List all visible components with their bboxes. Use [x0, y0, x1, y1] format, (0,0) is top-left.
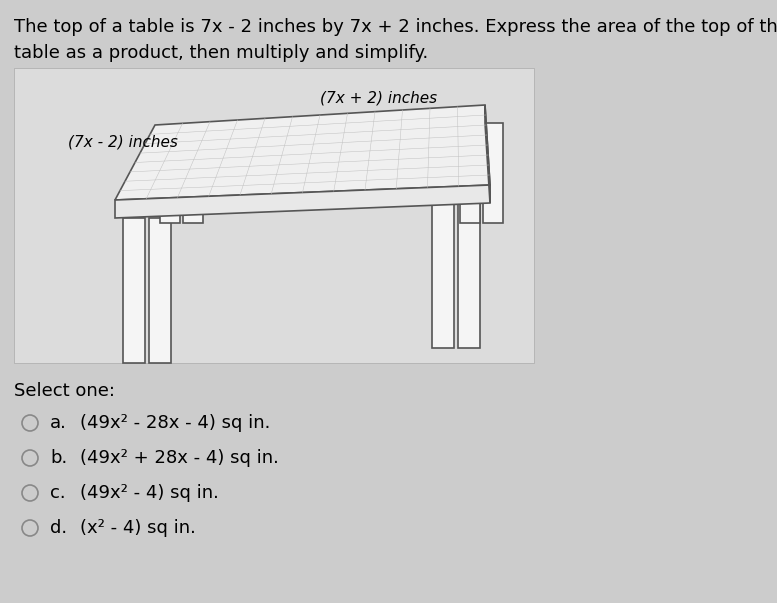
FancyBboxPatch shape [183, 143, 203, 223]
Text: d.: d. [50, 519, 67, 537]
Text: (49x² - 4) sq in.: (49x² - 4) sq in. [80, 484, 219, 502]
FancyBboxPatch shape [149, 218, 171, 363]
Text: b.: b. [50, 449, 68, 467]
Text: (x² - 4) sq in.: (x² - 4) sq in. [80, 519, 196, 537]
Text: a.: a. [50, 414, 67, 432]
FancyBboxPatch shape [483, 123, 503, 223]
Text: (49x² + 28x - 4) sq in.: (49x² + 28x - 4) sq in. [80, 449, 279, 467]
FancyBboxPatch shape [460, 123, 480, 223]
FancyBboxPatch shape [123, 218, 145, 363]
FancyBboxPatch shape [14, 68, 534, 363]
Text: c.: c. [50, 484, 65, 502]
Text: The top of a table is 7x - 2 inches by 7x + 2 inches. Express the area of the to: The top of a table is 7x - 2 inches by 7… [14, 18, 777, 36]
Text: (7x - 2) inches: (7x - 2) inches [68, 134, 178, 150]
Text: Select one:: Select one: [14, 382, 115, 400]
FancyBboxPatch shape [432, 203, 454, 348]
Polygon shape [115, 105, 490, 200]
Polygon shape [485, 105, 490, 203]
FancyBboxPatch shape [458, 203, 480, 348]
Text: table as a product, then multiply and simplify.: table as a product, then multiply and si… [14, 44, 428, 62]
Text: (7x + 2) inches: (7x + 2) inches [320, 90, 437, 106]
Text: (49x² - 28x - 4) sq in.: (49x² - 28x - 4) sq in. [80, 414, 270, 432]
Polygon shape [115, 185, 490, 218]
FancyBboxPatch shape [160, 143, 179, 223]
